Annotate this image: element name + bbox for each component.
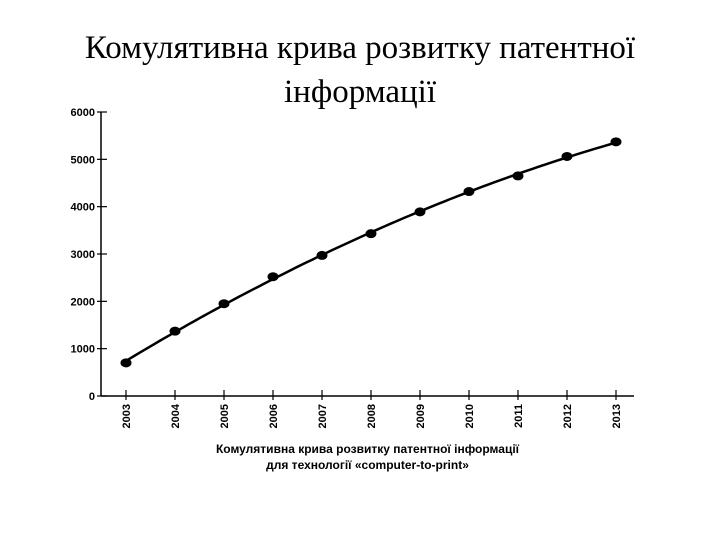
- y-tick-label: 3000: [71, 249, 95, 261]
- slide-title: Комулятивна крива розвитку патентної інф…: [0, 26, 720, 114]
- x-axis-ticks: 2003 2004 2005 2006 2007 2008 2009 2010 2011 2012…: [121, 390, 623, 428]
- x-tick-label: 2008: [366, 404, 378, 428]
- data-point: [561, 151, 573, 161]
- x-tick-label: 2004: [170, 403, 182, 428]
- x-tick-label: 2013: [611, 404, 623, 428]
- x-tick-label: 2006: [268, 404, 280, 428]
- data-point: [414, 207, 426, 217]
- data-point: [610, 137, 622, 147]
- y-axis-ticks: 0 1000 2000 3000 4000 5000 6000: [71, 107, 107, 403]
- slide-title-line2: інформації: [283, 74, 436, 110]
- slide-title-line1: Комулятивна крива розвитку патентної: [84, 30, 636, 66]
- x-tick-label: 2012: [562, 404, 574, 428]
- chart-caption-line2: для технології «computer-to-print»: [266, 458, 469, 472]
- data-point: [267, 272, 279, 282]
- x-tick-label: 2007: [317, 404, 329, 428]
- chart-axes: [100, 112, 634, 397]
- y-tick-label: 1000: [71, 344, 95, 356]
- data-point: [365, 229, 377, 239]
- y-tick-label: 5000: [71, 154, 95, 166]
- x-tick-label: 2011: [513, 404, 525, 428]
- data-point: [218, 299, 230, 309]
- data-point: [316, 250, 328, 260]
- y-tick-label: 0: [89, 391, 95, 403]
- trend-line: [125, 141, 617, 362]
- y-tick-label: 6000: [71, 107, 95, 119]
- x-tick-label: 2010: [464, 404, 476, 428]
- x-tick-label: 2009: [415, 404, 427, 428]
- y-tick-label: 4000: [71, 202, 95, 214]
- data-point: [463, 187, 475, 197]
- x-tick-label: 2003: [121, 404, 133, 428]
- data-point: [120, 358, 132, 368]
- x-tick-label: 2005: [219, 404, 231, 428]
- data-points: [120, 137, 622, 368]
- data-point: [512, 171, 524, 181]
- chart-caption-line1: Комулятивна крива розвитку патентної інф…: [216, 442, 520, 456]
- data-point: [169, 326, 181, 336]
- y-tick-label: 2000: [71, 296, 95, 308]
